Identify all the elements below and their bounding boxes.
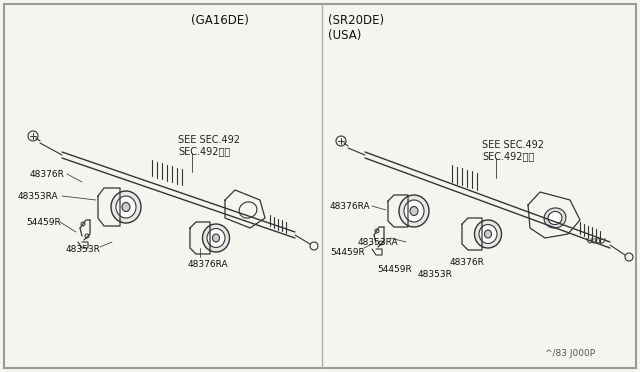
Text: 48376R: 48376R — [450, 258, 485, 267]
Ellipse shape — [116, 196, 136, 218]
Ellipse shape — [212, 234, 220, 242]
Text: 48376R: 48376R — [30, 170, 65, 179]
Ellipse shape — [399, 195, 429, 227]
Text: 48353RA: 48353RA — [18, 192, 59, 201]
Text: 54459R: 54459R — [26, 218, 61, 227]
Text: (SR20DE)
(USA): (SR20DE) (USA) — [328, 14, 384, 42]
Ellipse shape — [474, 220, 502, 248]
Ellipse shape — [122, 202, 130, 212]
Ellipse shape — [111, 191, 141, 223]
Ellipse shape — [207, 228, 225, 247]
Text: 48376RA: 48376RA — [188, 260, 228, 269]
Text: SEE SEC.492
SEC.492参照: SEE SEC.492 SEC.492参照 — [482, 140, 544, 161]
Text: 48353RA: 48353RA — [358, 238, 399, 247]
Text: 54459R: 54459R — [330, 248, 365, 257]
Text: SEE SEC.492
SEC.492参照: SEE SEC.492 SEC.492参照 — [178, 135, 240, 157]
Ellipse shape — [404, 200, 424, 222]
Ellipse shape — [410, 206, 418, 215]
Text: 54459R: 54459R — [377, 265, 412, 274]
Ellipse shape — [479, 224, 497, 244]
Text: (GA16DE): (GA16DE) — [191, 14, 249, 27]
Text: 48376RA: 48376RA — [330, 202, 371, 211]
Ellipse shape — [548, 211, 562, 225]
Ellipse shape — [544, 208, 566, 228]
Text: 48353R: 48353R — [66, 245, 101, 254]
Ellipse shape — [484, 230, 492, 238]
Text: 48353R: 48353R — [418, 270, 453, 279]
Ellipse shape — [202, 224, 230, 252]
Text: ^/83 J000P: ^/83 J000P — [545, 349, 595, 358]
